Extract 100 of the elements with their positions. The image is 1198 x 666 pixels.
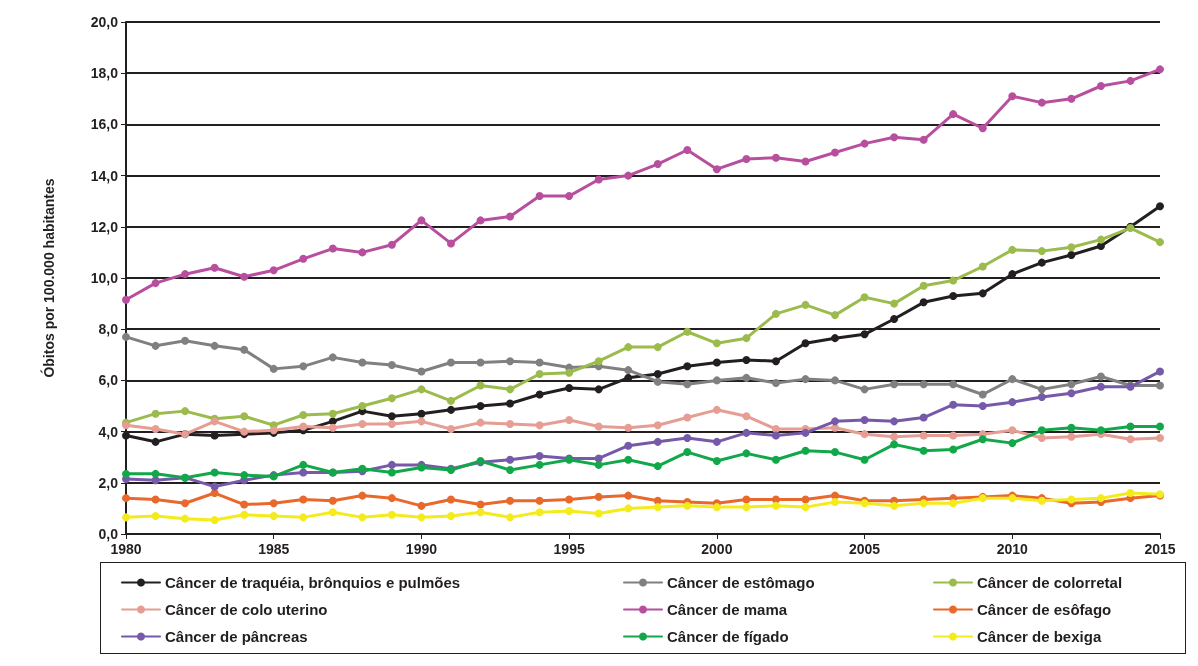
point xyxy=(771,501,780,510)
point xyxy=(210,482,219,491)
point xyxy=(1037,393,1046,402)
point xyxy=(387,468,396,477)
point xyxy=(387,494,396,503)
y-tick-label: 12,0 xyxy=(90,218,119,235)
point xyxy=(949,380,958,389)
point xyxy=(358,248,367,257)
point xyxy=(151,279,160,288)
point xyxy=(1156,238,1164,247)
point xyxy=(506,357,515,366)
x-tick-label: 1990 xyxy=(405,541,438,557)
point xyxy=(624,171,633,180)
point xyxy=(1067,389,1076,398)
point xyxy=(771,309,780,318)
point xyxy=(240,345,249,354)
point xyxy=(1067,94,1076,103)
point xyxy=(417,417,426,426)
point xyxy=(949,291,958,300)
point xyxy=(151,409,160,418)
point xyxy=(181,514,190,523)
point xyxy=(683,434,692,442)
point xyxy=(506,466,515,474)
point xyxy=(1067,243,1076,252)
point xyxy=(919,413,928,422)
point xyxy=(358,491,367,500)
point xyxy=(387,412,396,421)
point xyxy=(742,154,751,163)
point xyxy=(269,512,278,521)
point xyxy=(446,358,455,367)
point xyxy=(328,409,337,418)
point xyxy=(919,298,928,307)
point xyxy=(683,362,692,371)
point xyxy=(506,455,515,464)
point xyxy=(269,266,278,275)
point xyxy=(181,270,190,279)
point xyxy=(1037,247,1046,256)
point xyxy=(1096,82,1105,90)
y-tick-label: 16,0 xyxy=(90,116,119,133)
point xyxy=(417,385,426,394)
point xyxy=(594,509,603,518)
y-tick-label: 8,0 xyxy=(98,321,119,338)
point xyxy=(771,431,780,440)
point xyxy=(446,512,455,521)
point xyxy=(860,385,869,394)
point xyxy=(860,430,869,439)
point xyxy=(299,460,308,469)
point xyxy=(210,515,219,524)
point xyxy=(299,495,308,504)
legend-label: Câncer de pâncreas xyxy=(165,628,308,645)
point xyxy=(240,272,249,281)
point xyxy=(151,512,160,521)
point xyxy=(653,503,662,512)
x-tick-label: 2000 xyxy=(701,541,733,557)
point xyxy=(1008,439,1017,448)
point xyxy=(299,468,308,477)
point xyxy=(801,375,810,384)
point xyxy=(624,366,633,375)
point xyxy=(122,513,130,522)
point xyxy=(771,357,780,366)
y-tick-label: 14,0 xyxy=(90,167,119,184)
point xyxy=(742,355,751,364)
point xyxy=(269,499,278,508)
point xyxy=(535,358,544,367)
point xyxy=(565,192,574,201)
point xyxy=(978,390,987,399)
point xyxy=(358,419,367,428)
point xyxy=(742,495,751,504)
point xyxy=(1156,422,1164,431)
point xyxy=(860,330,869,339)
point xyxy=(506,496,515,505)
point xyxy=(476,358,485,367)
point xyxy=(446,425,455,434)
point xyxy=(978,402,987,410)
point xyxy=(151,469,160,478)
point xyxy=(712,437,721,446)
x-tick-label: 1980 xyxy=(110,541,142,557)
point xyxy=(712,376,721,385)
point xyxy=(565,368,574,377)
point xyxy=(1037,426,1046,435)
point xyxy=(860,455,869,464)
point xyxy=(742,503,751,512)
point xyxy=(299,410,308,419)
point xyxy=(417,501,426,510)
point xyxy=(683,146,692,154)
point xyxy=(151,495,160,504)
point xyxy=(890,417,899,426)
point xyxy=(978,289,987,298)
point xyxy=(417,513,426,522)
point xyxy=(712,165,721,174)
y-tick-label: 18,0 xyxy=(90,65,119,82)
point xyxy=(742,449,751,458)
point xyxy=(919,380,928,389)
point xyxy=(801,503,810,512)
point xyxy=(299,254,308,263)
point xyxy=(476,216,485,225)
point xyxy=(978,262,987,271)
point xyxy=(978,124,987,133)
point xyxy=(949,110,958,119)
point xyxy=(181,336,190,345)
